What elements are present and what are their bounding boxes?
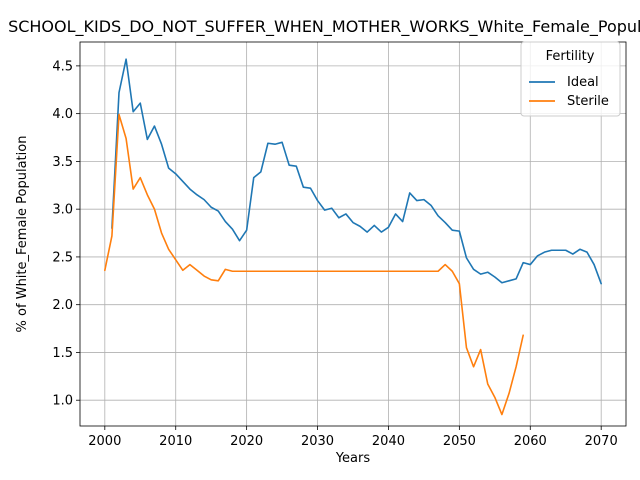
y-tick-label: 2.5 [52, 250, 73, 265]
y-tick-label: 1.5 [52, 346, 73, 361]
legend-box [520, 41, 621, 117]
series-line-sterile [104, 113, 524, 416]
x-tick-label: 2040 [372, 434, 405, 449]
y-tick-label: 1.0 [52, 394, 73, 409]
y-tick-label: 4.5 [52, 59, 73, 74]
legend-label-ideal: Ideal [567, 75, 599, 90]
x-tick-label: 2070 [585, 434, 618, 449]
y-tick-label: 2.0 [52, 298, 73, 313]
y-axis-label: % of White_Female Population [15, 136, 30, 333]
x-tick-label: 2010 [159, 434, 192, 449]
y-axis: 1.0 1.5 2.0 2.5 3.0 3.5 4.0 4.5 [52, 59, 80, 409]
y-tick-label: 4.0 [52, 107, 73, 122]
chart-title: SCHOOL_KIDS_DO_NOT_SUFFER_WHEN_MOTHER_WO… [8, 17, 640, 37]
x-tick-label: 2060 [514, 434, 547, 449]
x-axis-label: Years [335, 451, 371, 466]
legend-title: Fertility [546, 49, 595, 64]
y-tick-label: 3.5 [52, 155, 73, 170]
x-tick-label: 2020 [230, 434, 263, 449]
series-line-ideal [111, 58, 602, 285]
x-tick-label: 2030 [301, 434, 334, 449]
series-layer [104, 58, 602, 416]
x-axis: 2000 2010 2020 2030 2040 2050 2060 2070 [88, 426, 618, 449]
y-tick-label: 3.0 [52, 203, 73, 218]
legend-label-sterile: Sterile [567, 94, 609, 109]
legend: Fertility Ideal Sterile [520, 41, 621, 117]
x-tick-label: 2000 [88, 434, 121, 449]
x-tick-label: 2050 [443, 434, 476, 449]
plot-frame [79, 41, 627, 427]
